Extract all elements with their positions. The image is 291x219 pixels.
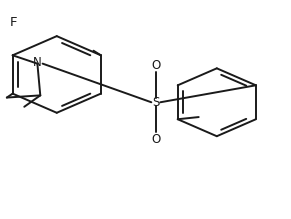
Text: N: N bbox=[33, 57, 42, 69]
Text: O: O bbox=[151, 58, 160, 72]
Text: F: F bbox=[9, 16, 17, 30]
Text: S: S bbox=[152, 96, 159, 109]
Text: O: O bbox=[151, 133, 160, 146]
